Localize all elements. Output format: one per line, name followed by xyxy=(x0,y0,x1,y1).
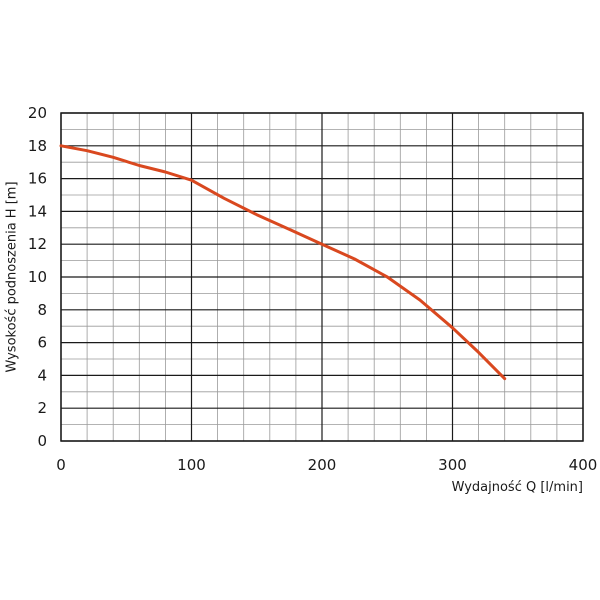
x-tick-label: 300 xyxy=(438,456,467,474)
x-tick-label: 400 xyxy=(569,456,598,474)
x-tick-label: 200 xyxy=(308,456,337,474)
y-tick-labels: 0 2 4 6 8 10 12 14 16 18 20 xyxy=(28,104,47,450)
y-tick-label: 10 xyxy=(28,268,47,286)
x-tick-label: 100 xyxy=(177,456,206,474)
series-line-0 xyxy=(59,144,507,381)
series-layer xyxy=(59,144,507,381)
y-tick-label: 12 xyxy=(28,235,47,253)
y-tick-label: 8 xyxy=(37,301,47,319)
y-tick-label: 2 xyxy=(37,399,47,417)
y-tick-label: 4 xyxy=(37,366,47,384)
y-tick-label: 0 xyxy=(37,432,47,450)
x-tick-labels: 0 100 200 300 400 xyxy=(56,456,597,474)
x-axis-title: Wydajność Q [l/min] xyxy=(452,480,583,495)
y-axis-title: Wysokość podnoszenia H [m] xyxy=(5,181,20,372)
x-tick-label: 0 xyxy=(56,456,66,474)
y-tick-label: 14 xyxy=(28,202,47,220)
y-tick-label: 18 xyxy=(28,137,47,155)
y-tick-label: 6 xyxy=(37,334,47,352)
y-tick-label: 20 xyxy=(28,104,47,122)
y-tick-label: 16 xyxy=(28,170,47,188)
plot-frame xyxy=(60,112,584,442)
